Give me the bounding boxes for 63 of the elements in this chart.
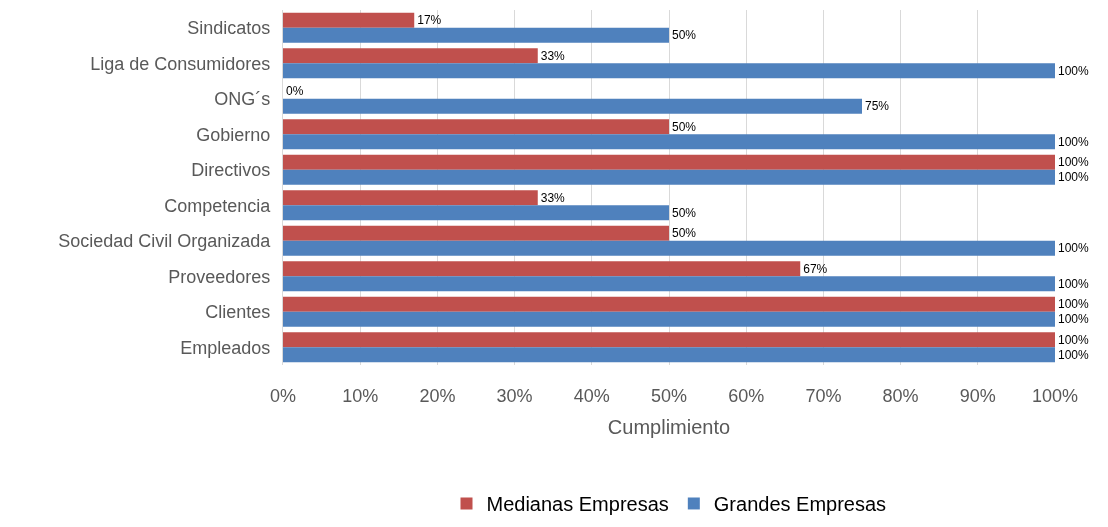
data-label: 75% <box>865 99 890 114</box>
x-tick-label: 100% <box>1031 386 1079 406</box>
y-tick-label: Clientes <box>205 302 271 323</box>
data-label: 100% <box>1058 347 1090 362</box>
bar <box>283 134 1055 150</box>
bar <box>283 12 415 28</box>
x-tick-label: 80% <box>882 386 919 406</box>
data-label: 100% <box>1058 63 1090 78</box>
bar <box>283 225 669 241</box>
y-tick-label: Proveedores <box>168 266 271 287</box>
data-label: 50% <box>672 119 697 134</box>
bar <box>283 27 669 43</box>
bar <box>283 154 1055 170</box>
bar <box>283 98 862 114</box>
bar <box>283 119 669 135</box>
data-label: 100% <box>1058 170 1090 185</box>
data-label: 100% <box>1058 312 1090 327</box>
y-tick-label: Directivos <box>191 160 271 181</box>
data-label: 100% <box>1058 241 1090 256</box>
bar <box>283 261 801 277</box>
x-tick-label: 70% <box>805 386 842 406</box>
bar <box>283 48 538 64</box>
x-tick-label: 30% <box>496 386 533 406</box>
data-label: 50% <box>672 226 697 241</box>
y-tick-label: Sindicatos <box>187 18 271 39</box>
data-label: 33% <box>540 48 566 63</box>
bar <box>283 347 1055 363</box>
x-tick-label: 40% <box>573 386 610 406</box>
bar <box>283 205 669 221</box>
data-label: 0% <box>286 84 304 99</box>
y-tick-label: Empleados <box>180 337 271 358</box>
data-label: 100% <box>1058 134 1090 149</box>
y-tick-label: Liga de Consumidores <box>90 53 271 74</box>
data-label: 100% <box>1058 276 1090 291</box>
bar <box>283 276 1055 292</box>
data-label: 50% <box>672 205 697 220</box>
x-tick-label: 10% <box>342 386 379 406</box>
legend-label: Grandes Empresas <box>713 493 887 516</box>
bar <box>283 332 1055 348</box>
data-label: 100% <box>1058 155 1090 170</box>
x-tick-label: 20% <box>419 386 456 406</box>
y-tick-label: Gobierno <box>196 124 271 145</box>
y-tick-label: Sociedad Civil Organizada <box>58 231 272 252</box>
data-label: 67% <box>803 261 828 276</box>
data-label: 50% <box>672 28 697 43</box>
x-tick-label: 0% <box>269 386 297 406</box>
bar <box>283 240 1055 256</box>
legend-label: Medianas Empresas <box>486 493 669 516</box>
bar <box>283 296 1055 312</box>
x-tick-label: 50% <box>650 386 688 406</box>
data-label: 100% <box>1058 332 1090 347</box>
bar <box>283 311 1055 327</box>
x-tick-label: 60% <box>728 386 765 406</box>
y-tick-label: ONG´s <box>214 89 271 110</box>
bar <box>283 190 538 206</box>
x-tick-label: 90% <box>959 386 996 406</box>
data-label: 100% <box>1058 297 1090 312</box>
x-axis-title: Cumplimiento <box>607 415 731 438</box>
data-label: 17% <box>417 13 442 28</box>
bar <box>283 63 1055 79</box>
data-label: 33% <box>540 190 566 205</box>
bar <box>283 169 1055 185</box>
y-tick-label: Competencia <box>164 195 272 216</box>
